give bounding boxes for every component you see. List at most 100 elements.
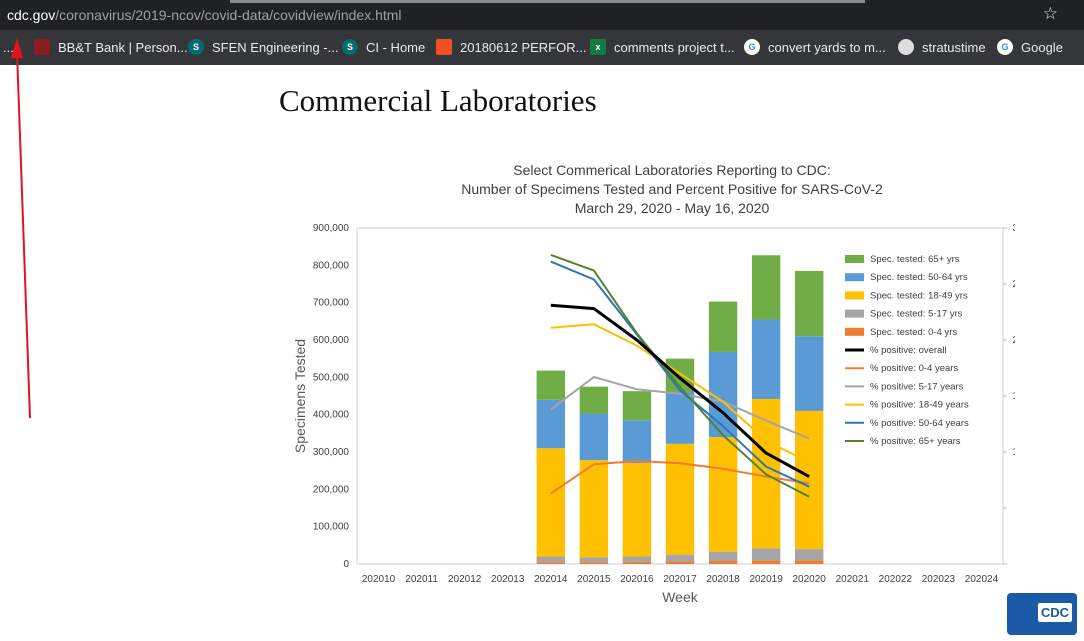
- address-bar[interactable]: cdc.gov/coronavirus/2019-ncov/covid-data…: [0, 0, 1084, 30]
- chart-axes: 0 100,000 200,000 300,000 400,000 500,000 600,…: [292, 223, 1015, 605]
- bar-segment: [536, 556, 566, 563]
- x-tick-label: 202023: [922, 574, 956, 585]
- x-tick-label: 202018: [706, 574, 740, 585]
- bar-segment: [536, 370, 566, 400]
- bar-segment: [794, 549, 824, 561]
- bar-segment: [622, 391, 652, 421]
- y2-tick-label: 15: [1012, 391, 1015, 402]
- bar-segment: [579, 557, 609, 563]
- bar-segment: [536, 399, 566, 449]
- x-tick-label: 202020: [793, 574, 827, 585]
- bookmark-item[interactable]: 20180612 PERFOR...: [436, 38, 586, 56]
- y-tick-label: 100,000: [313, 522, 350, 533]
- legend-label: Spec. tested: 0-4 yrs: [870, 327, 957, 338]
- bookmark-item[interactable]: G Google: [997, 38, 1063, 56]
- google-icon: G: [997, 39, 1013, 55]
- bookmark-item[interactable]: stratustime: [898, 38, 986, 56]
- bar-segment: [622, 561, 652, 564]
- x-tick-label: 202014: [534, 574, 568, 585]
- series-line: [550, 253, 810, 498]
- bar-segment: [665, 554, 695, 562]
- legend-label: Spec. tested: 18-49 yrs: [870, 290, 968, 301]
- legend-label: Spec. tested: 5-17 yrs: [870, 309, 963, 320]
- bar-segment: [794, 410, 824, 550]
- page-title: Commercial Laboratories: [279, 83, 597, 118]
- legend-swatch: [845, 327, 864, 336]
- bookmark-label: comments project t...: [614, 39, 735, 55]
- legend-label: % positive: 5-17 years: [870, 381, 964, 392]
- bar-segment: [708, 437, 738, 552]
- bar-segment: [579, 386, 609, 414]
- google-icon: G: [744, 39, 760, 55]
- bar-segment: [622, 420, 652, 464]
- clock-icon: [898, 39, 914, 55]
- bar-segment: [665, 391, 695, 444]
- bar-segment: [751, 548, 781, 561]
- legend-label: % positive: 18-49 years: [870, 400, 969, 411]
- series-line: [550, 260, 810, 488]
- bbt-icon: [34, 39, 50, 55]
- bar-segment: [794, 336, 824, 411]
- x-axis-label: Week: [662, 589, 699, 605]
- x-tick-label: 202021: [836, 574, 870, 585]
- y-tick-label: 0: [343, 559, 349, 570]
- covid-chart: Select Commerical Laboratories Reporting…: [292, 162, 1015, 605]
- x-tick-label: 202012: [448, 574, 482, 585]
- y2-tick-label: 10: [1012, 447, 1015, 458]
- bookmark-item[interactable]: S SFEN Engineering -...: [188, 38, 338, 56]
- series-line: [550, 460, 810, 495]
- chart-bars: [536, 255, 824, 564]
- y-tick-label: 500,000: [313, 372, 350, 383]
- excel-icon: x: [590, 39, 606, 55]
- legend-swatch: [845, 273, 864, 282]
- bookmark-label: CI - Home: [366, 39, 426, 55]
- bar-segment: [665, 561, 695, 564]
- y-axis-label: Specimens Tested: [292, 339, 308, 453]
- x-tick-label: 202011: [405, 574, 438, 585]
- bookmark-label: Google: [1021, 39, 1063, 55]
- y-tick-label: 700,000: [313, 298, 350, 309]
- bookmark-item[interactable]: BB&T Bank | Person...: [34, 38, 188, 56]
- cdc-logo-text: CDC: [1037, 603, 1072, 622]
- bar-segment: [622, 463, 652, 557]
- x-tick-label: 202015: [577, 574, 611, 585]
- bookmark-item[interactable]: x comments project t...: [590, 38, 735, 56]
- chart-title-line: March 29, 2020 - May 16, 2020: [575, 200, 770, 216]
- legend-label: % positive: 50-64 years: [870, 418, 969, 429]
- y-tick-label: 900,000: [313, 223, 350, 234]
- series-line: [550, 323, 810, 463]
- bar-segment: [794, 560, 824, 564]
- bookmark-star-icon[interactable]: ☆: [1042, 4, 1058, 23]
- bar-segment: [708, 561, 738, 564]
- sharepoint-icon: S: [342, 39, 358, 55]
- bar-segment: [579, 460, 609, 558]
- legend-swatch: [845, 309, 864, 318]
- bar-segment: [751, 319, 781, 399]
- bar-segment: [536, 448, 566, 557]
- bookmark-item[interactable]: ...: [3, 38, 14, 56]
- legend-label: % positive: 0-4 years: [870, 363, 958, 374]
- bookmark-item[interactable]: S CI - Home: [342, 38, 425, 56]
- series-line: [550, 303, 810, 478]
- bookmark-label: SFEN Engineering -...: [212, 39, 339, 55]
- url-text[interactable]: cdc.gov/coronavirus/2019-ncov/covid-data…: [7, 7, 402, 23]
- x-tick-label: 202024: [965, 574, 999, 585]
- y-tick-label: 200,000: [313, 484, 350, 495]
- bar-segment: [708, 301, 738, 352]
- cdc-logo[interactable]: CDC: [1007, 593, 1077, 635]
- microsoft-icon: [436, 39, 452, 55]
- x-tick-label: 202017: [663, 574, 697, 585]
- bookmark-label: convert yards to m...: [768, 39, 886, 55]
- bar-segment: [751, 255, 781, 320]
- legend-swatch: [845, 291, 864, 300]
- y2-tick-label: 30: [1012, 223, 1015, 234]
- x-tick-label: 202010: [362, 574, 396, 585]
- y2-tick-label: 25: [1012, 279, 1015, 290]
- legend-label: Spec. tested: 65+ yrs: [870, 254, 960, 265]
- bar-segment: [579, 413, 609, 461]
- bookmarks-bar: ... BB&T Bank | Person... S SFEN Engineerin…: [0, 30, 1084, 65]
- chart-legend: Spec. tested: 65+ yrs Spec. tested: 50-64…: [845, 254, 969, 447]
- x-tick-label: 202022: [879, 574, 913, 585]
- bar-segment: [665, 443, 695, 555]
